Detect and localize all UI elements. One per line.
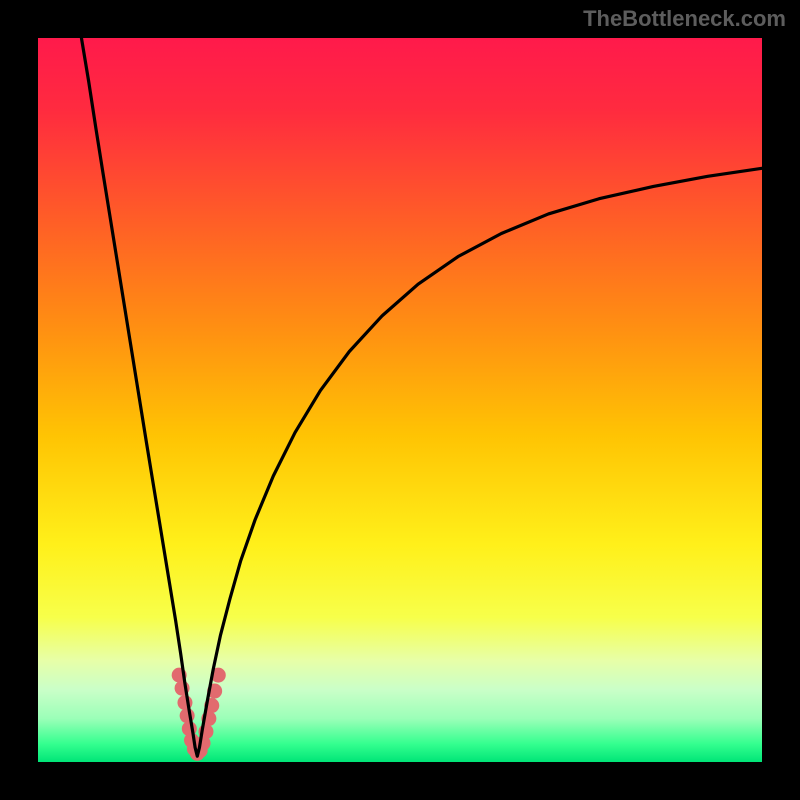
- plot-background: [38, 38, 762, 762]
- plot-area: [38, 38, 762, 762]
- watermark-text: TheBottleneck.com: [583, 6, 786, 32]
- plot-svg: [38, 38, 762, 762]
